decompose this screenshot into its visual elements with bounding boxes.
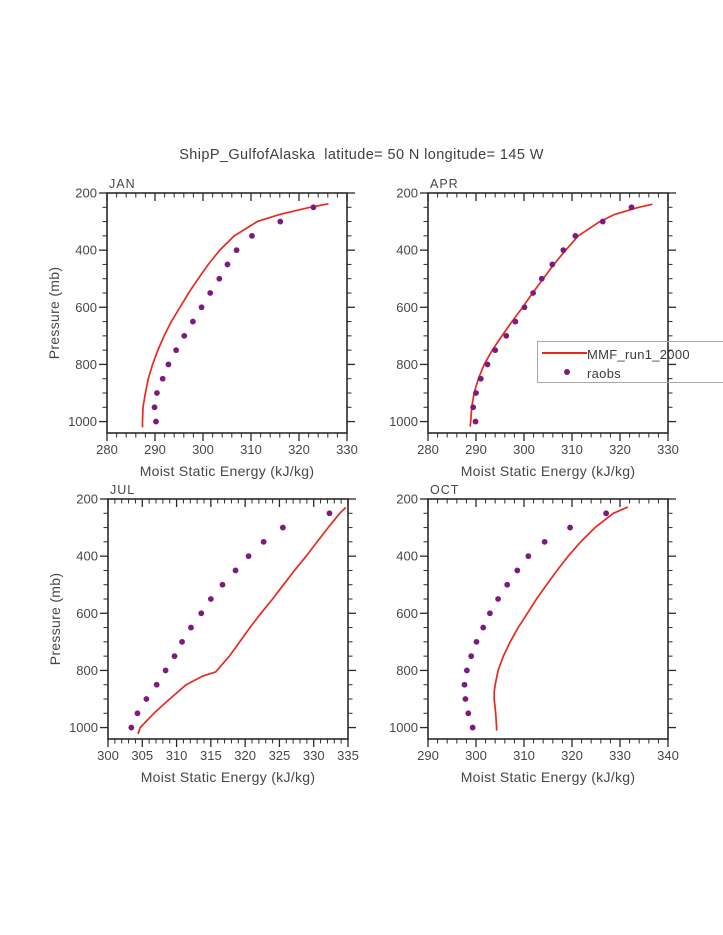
svg-text:325: 325	[269, 748, 291, 763]
svg-text:280: 280	[417, 442, 439, 457]
svg-text:320: 320	[288, 442, 310, 457]
svg-text:600: 600	[76, 606, 98, 621]
svg-text:300: 300	[513, 442, 535, 457]
legend-label-raobs: raobs	[587, 366, 622, 381]
svg-text:1000: 1000	[389, 720, 418, 735]
svg-text:1000: 1000	[389, 414, 418, 429]
svg-text:Moist Static Energy (kJ/kg): Moist Static Energy (kJ/kg)	[141, 769, 316, 785]
svg-text:200: 200	[75, 186, 97, 201]
svg-text:290: 290	[417, 748, 439, 763]
svg-text:300: 300	[192, 442, 214, 457]
svg-text:400: 400	[396, 243, 418, 258]
svg-text:400: 400	[75, 243, 97, 258]
svg-text:400: 400	[76, 549, 98, 564]
page-title: ShipP_GulfofAlaska latitude= 50 N longit…	[179, 147, 544, 163]
svg-text:800: 800	[76, 663, 98, 678]
svg-text:Moist Static Energy (kJ/kg): Moist Static Energy (kJ/kg)	[140, 463, 315, 479]
chart-panel-jan: 280 290 300 310 320 330 200 400 600 800 1000 JAN Moi…	[46, 177, 358, 479]
legend-box: MMF_run1_2000 raobs	[537, 341, 723, 383]
chart-panel-apr: 280 290 300 310 320 330 200 400 600 800 1000 APR Moi…	[389, 177, 679, 479]
svg-text:290: 290	[144, 442, 166, 457]
svg-text:300: 300	[465, 748, 487, 763]
svg-text:305: 305	[131, 748, 153, 763]
svg-text:400: 400	[396, 549, 418, 564]
svg-text:Moist Static Energy (kJ/kg): Moist Static Energy (kJ/kg)	[461, 769, 636, 785]
svg-text:320: 320	[234, 748, 256, 763]
svg-text:320: 320	[609, 442, 631, 457]
svg-text:JAN: JAN	[109, 177, 136, 191]
svg-text:310: 310	[561, 442, 583, 457]
svg-text:OCT: OCT	[430, 483, 459, 497]
svg-text:JUL: JUL	[110, 483, 135, 497]
svg-text:330: 330	[609, 748, 631, 763]
svg-text:320: 320	[561, 748, 583, 763]
chart-panel-oct: 290 300 310 320 330 340 200 400 600 800 1000 OCT Moi…	[389, 483, 679, 785]
svg-text:Pressure (mb): Pressure (mb)	[46, 267, 62, 360]
svg-text:Moist Static Energy (kJ/kg): Moist Static Energy (kJ/kg)	[461, 463, 636, 479]
svg-text:600: 600	[396, 606, 418, 621]
svg-text:340: 340	[657, 748, 679, 763]
mmf-line-swatch-icon	[542, 352, 587, 354]
svg-text:310: 310	[513, 748, 535, 763]
svg-text:200: 200	[396, 186, 418, 201]
svg-text:800: 800	[396, 357, 418, 372]
svg-text:200: 200	[396, 492, 418, 507]
svg-text:600: 600	[75, 300, 97, 315]
svg-text:300: 300	[97, 748, 119, 763]
svg-text:310: 310	[166, 748, 188, 763]
svg-text:1000: 1000	[68, 414, 97, 429]
svg-text:280: 280	[96, 442, 118, 457]
raobs-dot-swatch-icon	[564, 369, 570, 375]
svg-text:330: 330	[657, 442, 679, 457]
svg-text:APR: APR	[430, 177, 459, 191]
svg-text:315: 315	[200, 748, 222, 763]
svg-text:1000: 1000	[69, 720, 98, 735]
svg-text:335: 335	[337, 748, 359, 763]
svg-text:600: 600	[396, 300, 418, 315]
svg-text:Pressure (mb): Pressure (mb)	[47, 573, 63, 666]
svg-text:290: 290	[465, 442, 487, 457]
svg-text:800: 800	[396, 663, 418, 678]
svg-text:310: 310	[240, 442, 262, 457]
svg-text:800: 800	[75, 357, 97, 372]
svg-text:330: 330	[303, 748, 325, 763]
svg-text:330: 330	[336, 442, 358, 457]
svg-text:200: 200	[76, 492, 98, 507]
legend-label-mmf: MMF_run1_2000	[587, 347, 690, 362]
chart-panel-jul: 300 305 310 315 320 325 330 335 200 400 600 800 1000…	[47, 483, 359, 785]
